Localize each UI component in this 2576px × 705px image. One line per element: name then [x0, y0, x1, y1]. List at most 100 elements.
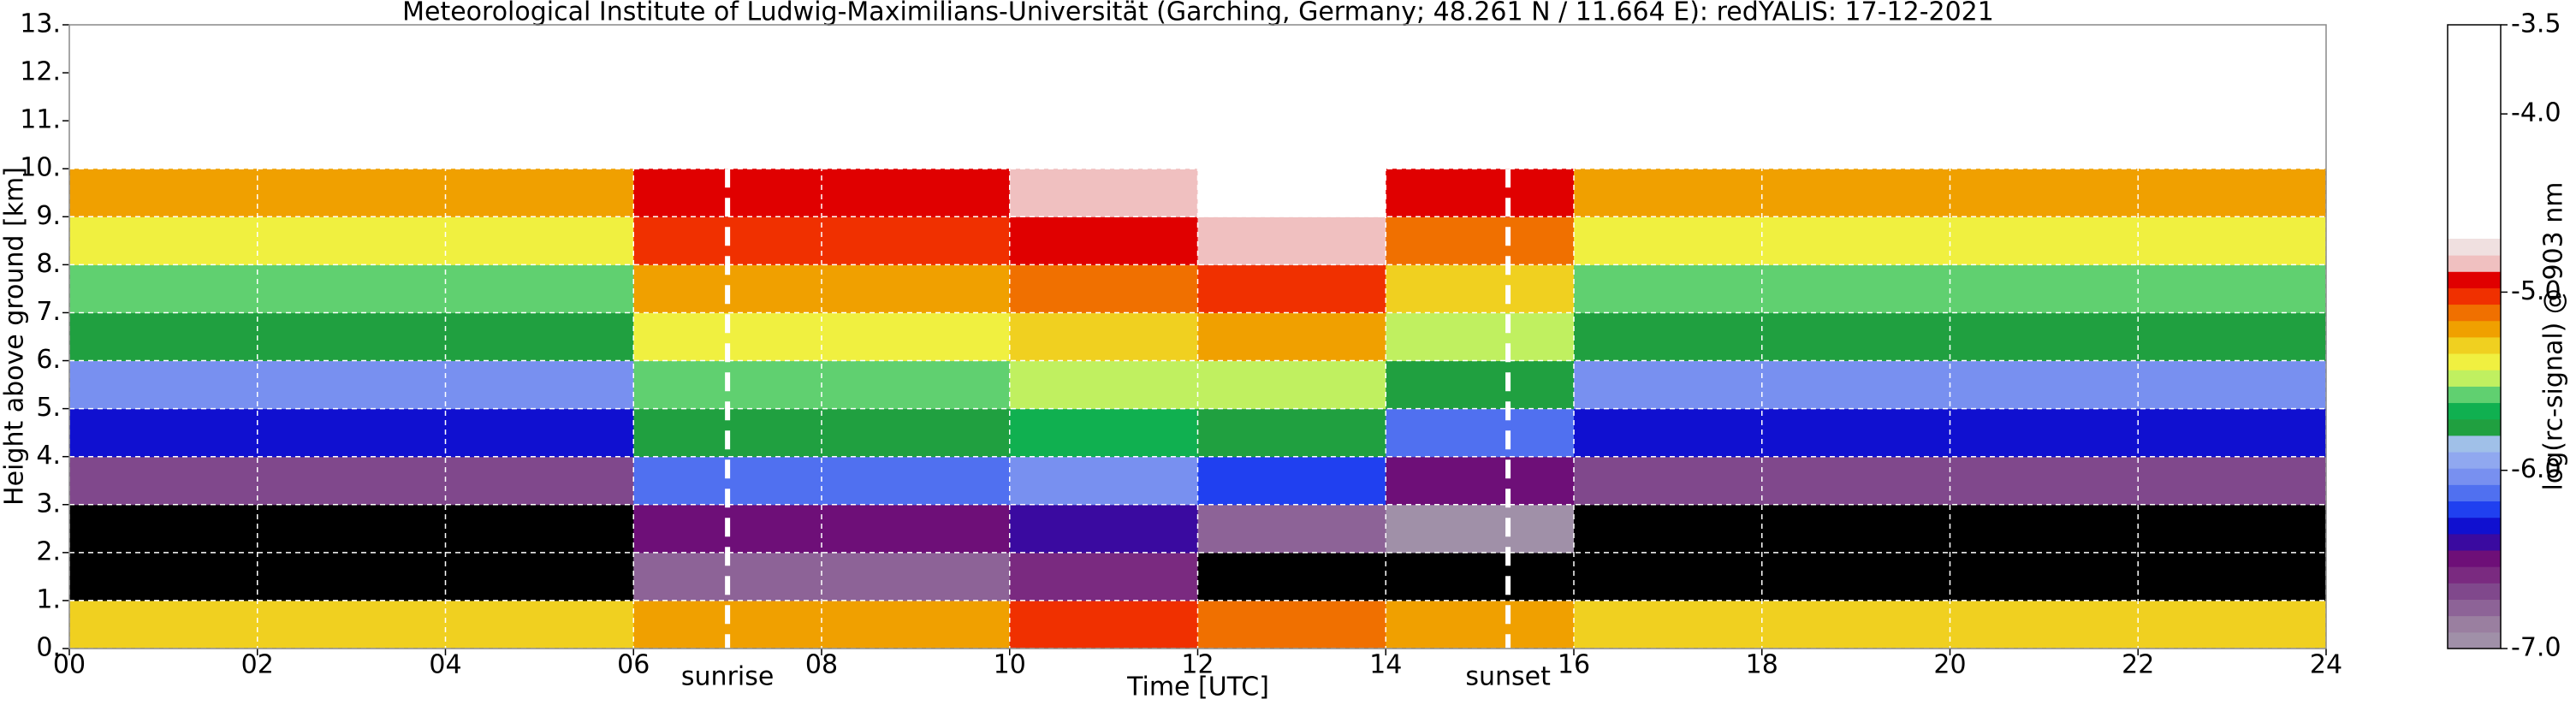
- heatmap-cell: [1950, 600, 2139, 649]
- heatmap-cell: [822, 312, 1011, 362]
- heatmap-cell: [2138, 264, 2327, 313]
- heatmap-cell: [1197, 360, 1386, 410]
- heatmap-cell: [257, 312, 446, 362]
- heatmap-cell: [69, 408, 258, 458]
- heatmap-cell: [1761, 504, 1950, 554]
- heatmap-cell: [2138, 216, 2327, 265]
- colorbar-segment: [2448, 452, 2501, 469]
- heatmap-cell: [1950, 408, 2139, 458]
- heatmap-cell: [69, 169, 258, 217]
- heatmap-cell: [822, 600, 1011, 649]
- colorbar-label: log(rc-signal) @ 903 nm: [2539, 182, 2569, 491]
- heatmap-cell: [1574, 264, 1763, 313]
- heatmap-cell: [69, 360, 258, 410]
- heatmap-cell: [445, 456, 634, 506]
- colorbar-segment: [2448, 501, 2501, 518]
- y-tick-label: 6.: [36, 345, 61, 375]
- heatmap-cell: [1386, 504, 1575, 554]
- colorbar-tick-label: -4.0: [2511, 98, 2561, 128]
- heatmap-cell: [69, 456, 258, 506]
- colorbar-segment: [2448, 287, 2501, 305]
- heatmap-cell: [1386, 552, 1575, 601]
- annotation-label: sunset: [1465, 662, 1551, 692]
- colorbar-segment: [2448, 599, 2501, 617]
- x-tick-label: 04: [429, 650, 461, 680]
- colorbar-segment: [2448, 550, 2501, 567]
- heatmap-cell: [1950, 552, 2139, 601]
- colorbar-segment: [2448, 238, 2501, 256]
- heatmap-cell: [1197, 600, 1386, 649]
- heatmap-cell: [1009, 360, 1198, 410]
- heatmap-cell: [257, 552, 446, 601]
- heatmap-cell: [1574, 552, 1763, 601]
- heatmap-cell: [1574, 312, 1763, 362]
- heatmap-cell: [69, 504, 258, 554]
- heatmap-cell: [1197, 408, 1386, 458]
- heatmap-cell: [1761, 264, 1950, 313]
- colorbar-segment: [2448, 583, 2501, 601]
- colorbar-tick-label: -6.0: [2511, 454, 2561, 484]
- colorbar-segment: [2448, 320, 2501, 338]
- heatmap-cell: [1761, 312, 1950, 362]
- heatmap-cell: [1386, 456, 1575, 506]
- x-axis-label: Time [UTC]: [1126, 672, 1269, 702]
- heatmap-cell: [1197, 504, 1386, 554]
- y-tick-label: 2.: [36, 536, 61, 566]
- heatmap-cell: [1197, 264, 1386, 313]
- heatmap-cell: [1009, 600, 1198, 649]
- heatmap-cell: [1197, 456, 1386, 506]
- heatmap-cell: [1574, 600, 1763, 649]
- heatmap-cell: [1950, 312, 2139, 362]
- heatmap-cell: [1197, 216, 1386, 265]
- heatmap-cell: [69, 312, 258, 362]
- colorbar-segment: [2448, 353, 2501, 370]
- x-tick-label: 06: [617, 650, 650, 680]
- y-axis-label: Height above ground [km]: [0, 167, 30, 506]
- colorbar-segment: [2448, 468, 2501, 485]
- heatmap-cell: [1950, 504, 2139, 554]
- x-tick-label: 22: [2122, 650, 2154, 680]
- heatmap-cell: [1009, 216, 1198, 265]
- heatmap-cell: [1574, 456, 1763, 506]
- heatmap-cell: [1574, 216, 1763, 265]
- heatmap-cell: [822, 408, 1011, 458]
- colorbar-segment: [2448, 566, 2501, 584]
- y-tick-label: 7.: [36, 297, 61, 327]
- colorbar-segment: [2448, 631, 2501, 649]
- colorbar-tick-label: -7.0: [2511, 633, 2561, 663]
- heatmap-cell: [2138, 169, 2327, 217]
- heatmap-cell: [1197, 312, 1386, 362]
- heatmap-cell: [445, 169, 634, 217]
- heatmap-cell: [257, 360, 446, 410]
- colorbar-segment: [2448, 370, 2501, 387]
- colorbar-tick-label: -5.0: [2511, 276, 2561, 306]
- heatmap-cell: [1386, 264, 1575, 313]
- heatmap-cell: [1761, 408, 1950, 458]
- heatmap-cell: [257, 264, 446, 313]
- y-tick-label: 9.: [36, 201, 61, 231]
- heatmap-cell: [1386, 312, 1575, 362]
- heatmap-cell: [822, 264, 1011, 313]
- heatmap-cell: [257, 408, 446, 458]
- x-tick-label: 02: [241, 650, 274, 680]
- y-tick-label: 5.: [36, 393, 61, 423]
- heatmap-cell: [69, 600, 258, 649]
- heatmap-cell: [1574, 408, 1763, 458]
- heatmap-cell: [1950, 360, 2139, 410]
- x-tick-label: 16: [1558, 650, 1590, 680]
- heatmap-cell: [1761, 169, 1950, 217]
- heatmap-cell: [257, 504, 446, 554]
- y-tick-label: 13.: [20, 9, 61, 39]
- heatmap-cell: [1950, 264, 2139, 313]
- heatmap-cell: [1009, 312, 1198, 362]
- y-tick-label: 3.: [36, 489, 61, 518]
- heatmap-cell: [1386, 216, 1575, 265]
- colorbar-segment: [2448, 271, 2501, 288]
- heatmap-cell: [1574, 360, 1763, 410]
- heatmap-cell: [445, 264, 634, 313]
- heatmap-cell: [445, 552, 634, 601]
- annotation-label: sunrise: [681, 662, 774, 692]
- heatmap-cell: [1009, 552, 1198, 601]
- heatmap-cell: [1574, 169, 1763, 217]
